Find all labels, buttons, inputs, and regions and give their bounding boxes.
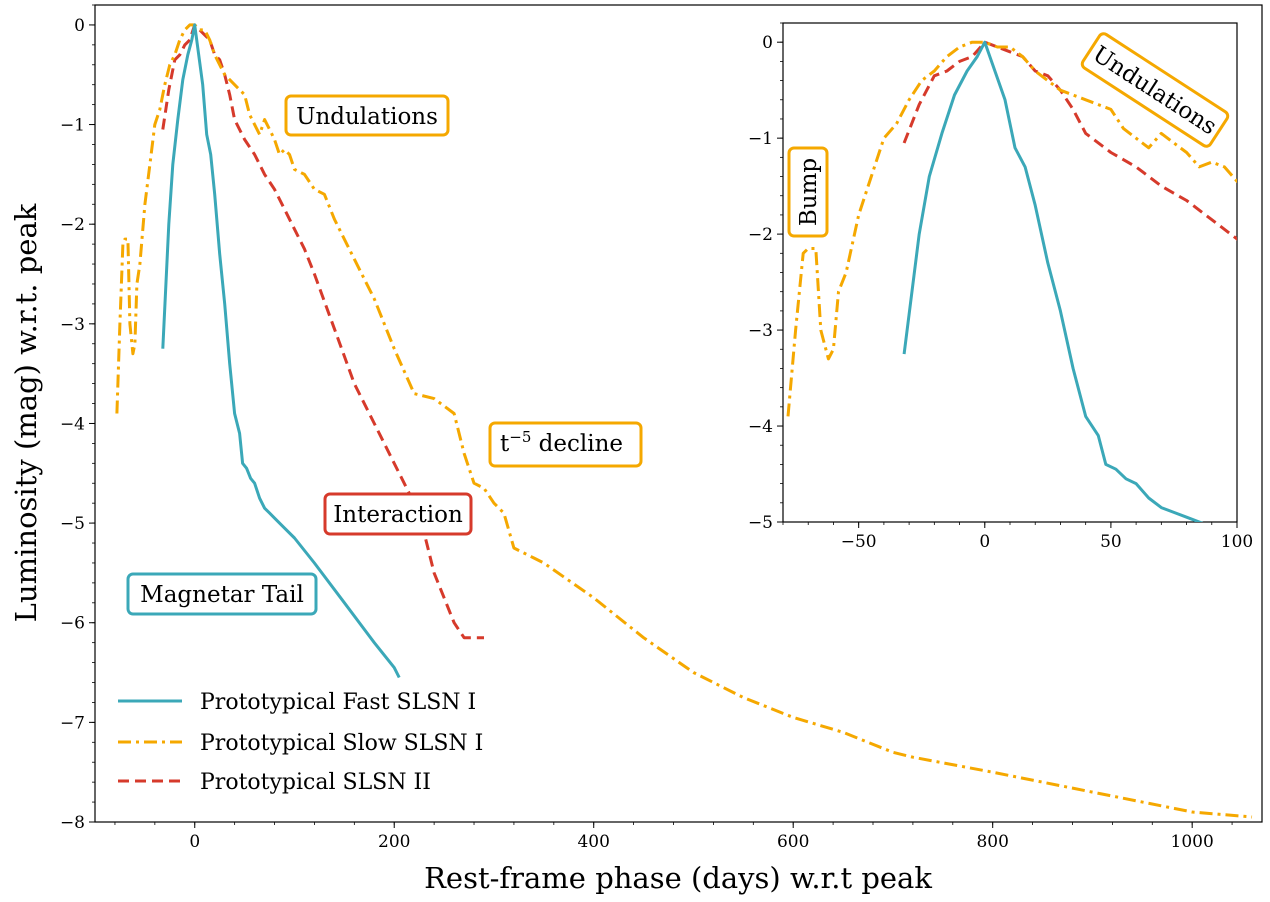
y-tick-label: −2	[748, 225, 773, 245]
series-line	[902, 40, 1237, 241]
x-tick-label: −50	[841, 532, 877, 552]
annotation-t5-decline: t−5 decline	[488, 421, 643, 468]
svg-text:Undulations: Undulations	[296, 104, 438, 130]
x-tick-label: 50	[1100, 532, 1122, 552]
series-line	[161, 23, 401, 679]
x-tick-label: 800	[976, 832, 1008, 852]
svg-text:Bump: Bump	[796, 158, 822, 226]
y-tick-label: −3	[748, 321, 773, 341]
annotation-magnetar-tail: Magnetar Tail	[126, 572, 318, 616]
y-tick-label: −1	[748, 129, 773, 149]
legend: Prototypical Fast SLSN I Prototypical Sl…	[118, 690, 483, 795]
y-tick-label: 0	[762, 33, 773, 53]
x-tick-label: 100	[1221, 532, 1253, 552]
y-tick-label: −6	[60, 614, 85, 634]
y-tick-label: −3	[60, 315, 85, 335]
y-axis-label: Luminosity (mag) w.r.t. peak	[9, 203, 43, 622]
y-tick-label: −5	[748, 513, 773, 533]
series-line	[786, 40, 1237, 417]
x-tick-label: 600	[777, 832, 809, 852]
x-tick-label: 200	[378, 832, 410, 852]
annotation-undulations: Undulations	[284, 94, 450, 137]
series-line	[115, 23, 1253, 819]
legend-label-fast: Prototypical Fast SLSN I	[200, 690, 476, 715]
x-axis-label: Rest-frame phase (days) w.r.t peak	[424, 861, 932, 895]
annotation-interaction: Interaction	[323, 492, 473, 536]
series-line	[161, 23, 484, 640]
y-tick-label: 0	[74, 16, 85, 36]
legend-label-ii: Prototypical SLSN II	[200, 770, 431, 795]
x-tick-label: 400	[577, 832, 609, 852]
y-tick-label: −4	[748, 417, 773, 437]
y-tick-label: −2	[60, 215, 85, 235]
series-line	[902, 40, 1204, 522]
svg-text:t−5 decline: t−5 decline	[500, 428, 623, 457]
y-tick-label: −7	[60, 713, 85, 733]
legend-label-slow: Prototypical Slow SLSN I	[200, 731, 483, 756]
y-tick-label: −1	[60, 116, 85, 136]
inset-plot: −50 0 50 100 0 −1 −2 −3 −4 −5	[748, 22, 1253, 552]
x-tick-label: 1000	[1171, 832, 1214, 852]
svg-text:Magnetar Tail: Magnetar Tail	[140, 582, 304, 608]
svg-text:Interaction: Interaction	[333, 502, 463, 528]
x-tick-label: 0	[189, 832, 200, 852]
y-tick-label: −5	[60, 514, 85, 534]
x-tick-label: 0	[979, 532, 990, 552]
y-tick-label: −4	[60, 414, 85, 434]
annotation-bump: Bump	[787, 146, 829, 238]
y-tick-label: −8	[60, 813, 85, 833]
plot-frame	[94, 4, 1263, 823]
